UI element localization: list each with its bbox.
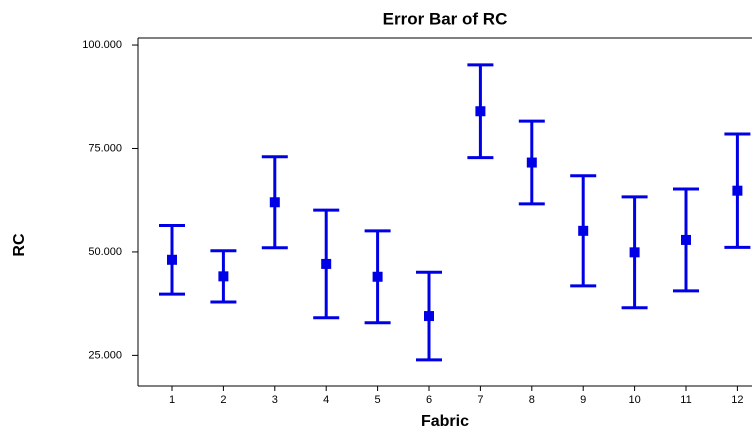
x-tick-label: 11 (680, 394, 691, 406)
mean-marker (372, 271, 383, 282)
mean-marker (578, 225, 589, 236)
mean-marker (475, 106, 486, 117)
mean-marker (218, 271, 229, 282)
x-tick-label: 7 (477, 394, 483, 406)
mean-marker (167, 254, 177, 265)
mean-marker (424, 311, 434, 322)
x-tick-label: 4 (323, 394, 329, 406)
mean-marker (321, 258, 332, 269)
x-tick-label: 12 (731, 394, 743, 406)
mean-marker (526, 157, 537, 168)
x-tick-label: 2 (220, 394, 226, 406)
x-axis-title: Fabric (421, 413, 469, 430)
x-tick-label: 10 (628, 394, 640, 406)
x-tick-label: 6 (426, 394, 432, 406)
chart-title: Error Bar of RC (383, 9, 508, 28)
mean-marker (681, 234, 691, 245)
mean-marker (269, 197, 280, 208)
y-tick-label: 50.000 (88, 246, 122, 258)
mean-marker (732, 185, 743, 196)
x-tick-label: 3 (272, 394, 278, 406)
x-tick-label: 9 (580, 394, 586, 406)
x-tick-label: 1 (169, 394, 175, 406)
y-tick-label: 75.000 (88, 142, 122, 154)
mean-marker (629, 247, 640, 258)
y-tick-label: 25.000 (88, 349, 122, 361)
y-axis-title: RC (11, 233, 28, 257)
y-tick-label: 100.000 (82, 39, 122, 51)
x-tick-label: 5 (375, 394, 381, 406)
x-tick-label: 8 (529, 394, 535, 406)
